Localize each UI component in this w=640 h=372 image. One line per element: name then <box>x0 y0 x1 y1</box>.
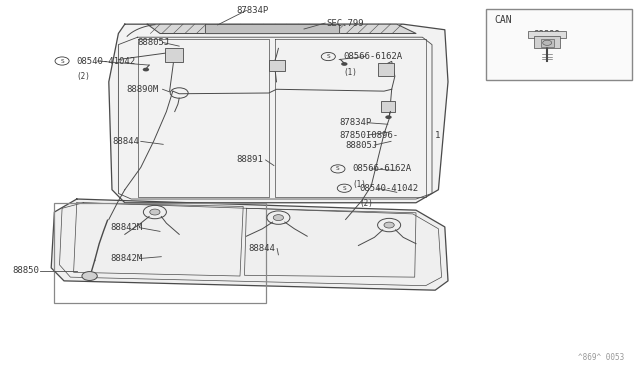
Circle shape <box>384 222 394 228</box>
Text: CAN: CAN <box>494 15 512 25</box>
Text: (2): (2) <box>77 72 91 81</box>
Text: 88850: 88850 <box>13 266 40 275</box>
Text: (1): (1) <box>343 68 357 77</box>
Bar <box>534 36 560 48</box>
Text: 88842M: 88842M <box>110 254 142 263</box>
Text: 87834P: 87834P <box>237 6 269 15</box>
Text: 87850I0896-: 87850I0896- <box>339 131 398 140</box>
Text: 88899: 88899 <box>534 30 561 39</box>
Text: (2): (2) <box>359 199 373 208</box>
Text: 08540-41042: 08540-41042 <box>77 57 136 65</box>
Text: 1: 1 <box>435 131 440 140</box>
Polygon shape <box>109 24 448 203</box>
Bar <box>54 203 266 303</box>
Text: S: S <box>60 58 64 64</box>
Text: S: S <box>336 166 340 171</box>
Text: 08566-6162A: 08566-6162A <box>343 52 402 61</box>
Text: 88805J: 88805J <box>346 141 378 150</box>
Bar <box>378 63 394 76</box>
Text: 88891: 88891 <box>237 155 264 164</box>
Text: 87834P: 87834P <box>339 118 371 127</box>
Text: (1): (1) <box>353 180 367 189</box>
Circle shape <box>341 62 348 66</box>
Polygon shape <box>205 24 339 33</box>
Circle shape <box>273 215 284 221</box>
Text: S: S <box>326 54 330 59</box>
Polygon shape <box>147 24 416 33</box>
Bar <box>528 31 566 38</box>
Text: 08540-41042: 08540-41042 <box>359 184 418 193</box>
Circle shape <box>143 68 149 71</box>
Polygon shape <box>51 199 448 290</box>
Circle shape <box>82 272 97 280</box>
Bar <box>486 9 632 80</box>
Circle shape <box>150 209 160 215</box>
Circle shape <box>543 40 552 45</box>
Bar <box>269 60 285 71</box>
Text: 88805J: 88805J <box>138 38 170 47</box>
Text: 88844: 88844 <box>248 244 275 253</box>
Circle shape <box>385 115 392 119</box>
Text: 08566-6162A: 08566-6162A <box>353 164 412 173</box>
Text: 88890M: 88890M <box>127 85 159 94</box>
Text: SEC.799: SEC.799 <box>326 19 364 28</box>
Text: ^869^ 0053: ^869^ 0053 <box>578 353 624 362</box>
Text: 88844: 88844 <box>112 137 139 146</box>
Text: 88842M: 88842M <box>110 223 142 232</box>
Bar <box>381 101 395 112</box>
Text: S: S <box>342 186 346 191</box>
Bar <box>165 48 183 62</box>
Bar <box>541 39 554 46</box>
